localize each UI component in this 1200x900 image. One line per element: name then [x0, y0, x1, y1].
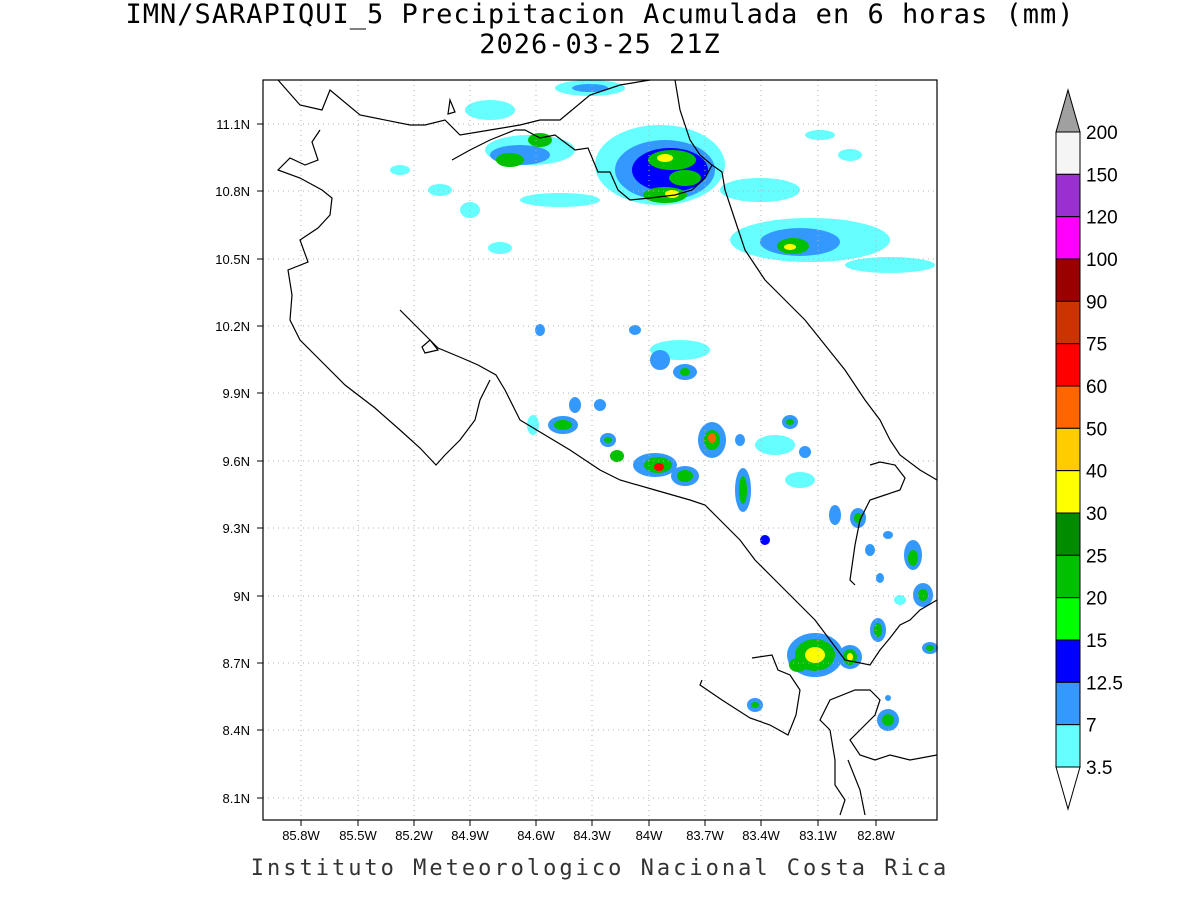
lat-label: 10.8N — [215, 184, 250, 199]
colorbar-box — [1055, 681, 1081, 726]
colorbar-box — [1055, 173, 1081, 218]
coastline — [276, 79, 938, 816]
title-line-2: 2026-03-25 21Z — [479, 29, 721, 60]
colorbar-label: 100 — [1086, 250, 1118, 271]
colorbar-label: 150 — [1086, 165, 1118, 186]
precipitation-field — [390, 80, 938, 731]
lon-label: 85.2W — [395, 828, 433, 843]
longitude-labels: 85.8W 85.5W 85.2W 84.9W 84.6W 84.3W 84W … — [282, 828, 895, 843]
colorbar-label: 25 — [1086, 546, 1107, 567]
lon-label: 84.3W — [573, 828, 611, 843]
colorbar-label: 60 — [1086, 377, 1107, 398]
lat-label: 9.3N — [223, 521, 250, 536]
colorbar-box — [1055, 639, 1081, 683]
map-frame — [262, 79, 938, 821]
lat-label: 9N — [233, 589, 250, 604]
colorbar-label: 50 — [1086, 419, 1107, 440]
colorbar-box — [1055, 216, 1081, 260]
lon-label: 82.8W — [857, 828, 895, 843]
colorbar-box — [1055, 300, 1081, 345]
lon-label: 85.5W — [339, 828, 377, 843]
lon-label: 83.4W — [742, 828, 780, 843]
lon-label: 84W — [636, 828, 663, 843]
lon-label: 84.6W — [517, 828, 555, 843]
colorbar-label: 75 — [1086, 335, 1107, 356]
colorbar: 200 150 120 100 90 75 60 50 40 30 25 20 15 12.5 7 3.5 — [1055, 88, 1123, 811]
title-line-1: IMN/SARAPIQUI_5 Precipitacion Acumulada … — [125, 0, 1075, 30]
colorbar-label: 12.5 — [1086, 673, 1123, 694]
colorbar-label: 3.5 — [1086, 758, 1112, 779]
colorbar-box — [1055, 258, 1081, 302]
colorbar-box — [1055, 597, 1081, 641]
colorbar-box — [1055, 385, 1081, 429]
colorbar-label: 7 — [1086, 716, 1097, 737]
lat-label: 11.1N — [216, 117, 250, 132]
lat-label: 9.9N — [223, 386, 250, 401]
lat-label: 10.2N — [215, 319, 250, 334]
colorbar-label: 120 — [1086, 208, 1118, 229]
footer-credit: Instituto Meteorologico Nacional Costa R… — [250, 856, 950, 881]
colorbar-box — [1055, 427, 1081, 472]
colorbar-box — [1055, 470, 1081, 514]
graticule — [263, 80, 937, 820]
latitude-labels: 11.1N 10.8N 10.5N 10.2N 9.9N 9.6N 9.3N 9… — [215, 117, 250, 806]
colorbar-label: 30 — [1086, 504, 1107, 525]
colorbar-label: 20 — [1086, 589, 1107, 610]
map-title: IMN/SARAPIQUI_5 Precipitacion Acumulada … — [0, 0, 1200, 60]
lat-label: 10.5N — [215, 252, 250, 267]
colorbar-label: 40 — [1086, 462, 1107, 483]
colorbar-label: 15 — [1086, 631, 1107, 652]
colorbar-label: 90 — [1086, 292, 1107, 313]
colorbar-under-arrow — [1055, 766, 1081, 811]
colorbar-label: 200 — [1086, 123, 1118, 144]
lat-label: 8.4N — [223, 723, 250, 738]
colorbar-box — [1055, 512, 1081, 556]
colorbar-box — [1055, 724, 1081, 768]
colorbar-box — [1055, 343, 1081, 387]
lon-label: 83.7W — [686, 828, 724, 843]
lat-label: 8.1N — [223, 791, 250, 806]
lat-label: 9.6N — [223, 454, 250, 469]
lon-label: 85.8W — [282, 828, 320, 843]
lon-label: 84.9W — [451, 828, 489, 843]
lat-label: 8.7N — [223, 656, 250, 671]
lon-label: 83.1W — [799, 828, 837, 843]
colorbar-box — [1055, 554, 1081, 599]
colorbar-over-arrow — [1055, 88, 1081, 133]
axis-ticks — [257, 123, 877, 826]
colorbar-box — [1055, 131, 1081, 175]
